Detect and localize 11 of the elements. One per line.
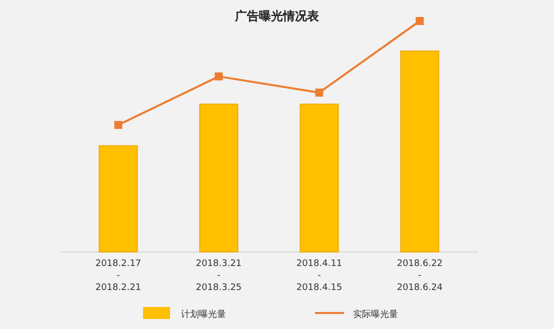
legend-label: 实际曝光量 [353, 309, 398, 320]
x-tick-label: 2018.3.21 - 2018.3.25 [196, 259, 242, 293]
x-tick-label: 2018.4.11 - 2018.4.15 [296, 259, 342, 293]
point [315, 88, 324, 97]
point [114, 120, 122, 129]
chart-title: 广告曝光情况表 [234, 9, 320, 23]
legend-label: 计划曝光量 [181, 309, 226, 320]
point [214, 72, 223, 80]
point [416, 17, 424, 25]
x-tick-label: 2018.6.22 - 2018.6.24 [396, 259, 443, 293]
x-tick-label: 2018.2.17 - 2018.2.21 [95, 259, 142, 293]
